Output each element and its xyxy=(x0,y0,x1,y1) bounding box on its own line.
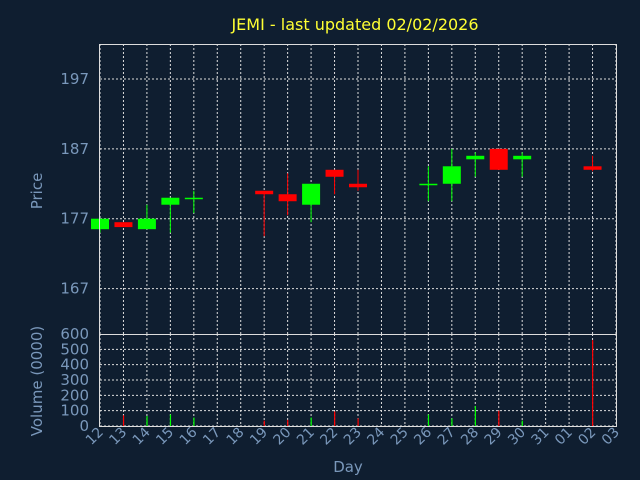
volume-tick-label: 400 xyxy=(60,356,89,374)
candle-30 xyxy=(513,152,532,177)
candle-15 xyxy=(161,197,180,233)
x-tick-labels: 12 13 14 15 16 17 18 19 20 21 22 23 24 25 26 27 28 29 30 31… xyxy=(83,424,623,448)
volume-bar-28 xyxy=(474,406,476,426)
volume-tick-label: 100 xyxy=(60,402,89,420)
volume-bars xyxy=(122,340,594,426)
volume-tick-label: 600 xyxy=(60,325,89,343)
price-tick-labels: 167 177 187 197 xyxy=(60,70,89,298)
candle-body xyxy=(137,218,156,230)
volume-bar-19 xyxy=(263,420,265,426)
volume-bar-14 xyxy=(146,416,148,426)
candle-21 xyxy=(302,183,321,223)
candle-29 xyxy=(489,148,508,170)
volume-bar-30 xyxy=(521,420,523,426)
candle-body xyxy=(349,183,367,188)
candle-26 xyxy=(419,166,438,202)
volume-panel-frame xyxy=(99,334,617,427)
price-tick-label: 177 xyxy=(60,210,89,228)
candle-body xyxy=(513,155,532,160)
volume-bar-26 xyxy=(427,414,430,426)
candle-body xyxy=(161,197,180,205)
chart-title: JEMI - last updated 02/02/2026 xyxy=(230,15,478,34)
candle-body xyxy=(278,194,297,202)
candle-body xyxy=(114,222,133,228)
candle-body xyxy=(442,166,461,184)
price-tick-label: 167 xyxy=(60,280,89,298)
candle-13 xyxy=(114,222,133,228)
volume-bar-21 xyxy=(310,417,312,426)
candle-body xyxy=(466,155,485,160)
candle-body xyxy=(325,169,344,177)
candle-14 xyxy=(137,204,156,230)
volume-tick-label: 200 xyxy=(60,386,89,404)
volume-axis-label: Volume (0000) xyxy=(28,326,46,436)
candle-body xyxy=(302,183,321,205)
volume-bar-22 xyxy=(334,411,336,426)
volume-tick-label: 0 xyxy=(79,417,89,435)
candle-16 xyxy=(184,190,203,214)
candle-body xyxy=(184,197,203,200)
volume-tick-label: 300 xyxy=(60,371,89,389)
candle-28 xyxy=(466,152,485,177)
candle-20 xyxy=(278,173,297,216)
candle-body xyxy=(583,166,602,170)
candle-19 xyxy=(255,190,274,237)
volume-bar-02 xyxy=(592,340,594,426)
volume-bar-27 xyxy=(451,418,453,426)
candle-22 xyxy=(325,169,344,195)
candle-body xyxy=(489,148,508,170)
candle-body xyxy=(255,190,274,195)
volume-bar-16 xyxy=(193,417,195,426)
volume-bar-13 xyxy=(122,415,125,426)
volume-bar-15 xyxy=(169,414,172,426)
candle-27 xyxy=(442,148,461,202)
candle-body xyxy=(419,183,438,186)
volume-tick-label: 500 xyxy=(60,340,89,358)
x-axis-label: Day xyxy=(333,458,363,476)
volume-bar-23 xyxy=(357,418,359,426)
price-tick-label: 187 xyxy=(60,140,89,158)
volume-bar-29 xyxy=(498,410,500,426)
price-axis-label: Price xyxy=(28,173,46,210)
candle-02 xyxy=(583,155,602,172)
price-tick-label: 197 xyxy=(60,70,89,88)
candle-23 xyxy=(349,169,367,191)
volume-bar-20 xyxy=(287,419,289,426)
